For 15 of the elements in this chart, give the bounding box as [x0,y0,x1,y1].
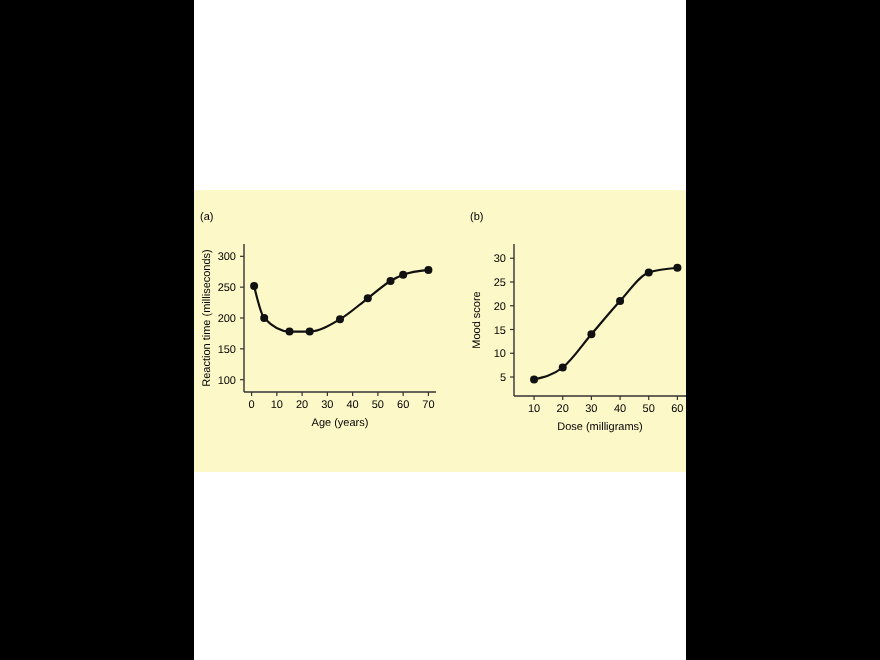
point [530,375,539,384]
point [260,314,269,322]
point [363,294,372,303]
point [424,265,433,274]
point [399,270,408,279]
point [587,330,596,339]
point [285,327,294,336]
point [644,268,653,277]
point [673,263,682,272]
point [616,297,625,305]
point [386,277,395,285]
point [305,327,314,336]
point [250,281,259,290]
point [336,315,344,324]
point [558,363,567,372]
